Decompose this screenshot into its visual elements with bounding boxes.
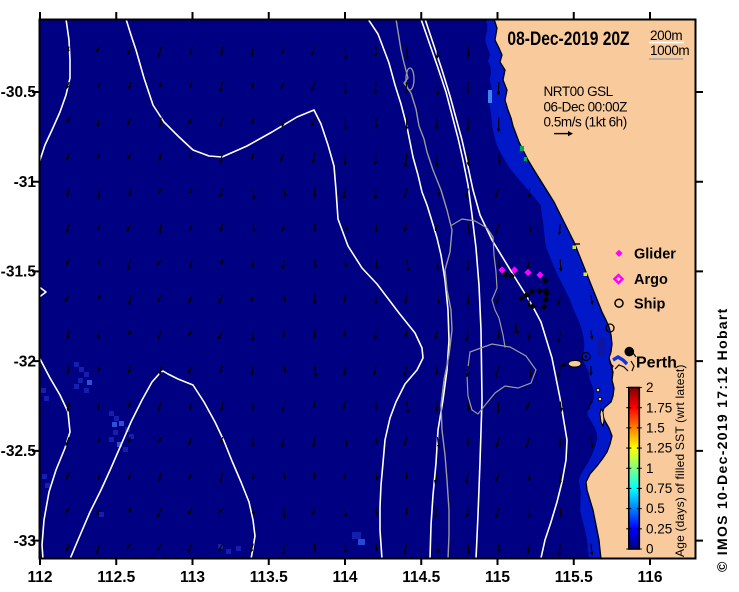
svg-text:0.5m/s (1kt 6h): 0.5m/s (1kt 6h)	[544, 115, 627, 130]
svg-text:115: 115	[485, 569, 510, 586]
svg-text:113: 113	[180, 569, 205, 586]
svg-text:Perth: Perth	[636, 354, 677, 371]
svg-text:113.5: 113.5	[250, 569, 288, 586]
svg-text:1.75: 1.75	[646, 400, 672, 415]
svg-text:116: 116	[637, 569, 662, 586]
svg-text:-31.5: -31.5	[1, 264, 37, 281]
svg-text:Ship: Ship	[634, 296, 666, 312]
svg-text:1: 1	[646, 461, 654, 476]
svg-text:Glider: Glider	[634, 246, 676, 262]
svg-text:-30.5: -30.5	[1, 84, 37, 101]
svg-text:0.75: 0.75	[646, 481, 672, 496]
svg-text:08-Dec-2019 20Z: 08-Dec-2019 20Z	[507, 27, 629, 49]
svg-text:112: 112	[27, 569, 52, 586]
svg-text:© IMOS 10-Dec-2019 17:12 Hobar: © IMOS 10-Dec-2019 17:12 Hobart	[714, 307, 730, 572]
svg-text:2: 2	[646, 380, 654, 395]
svg-text:114.5: 114.5	[402, 569, 440, 586]
svg-text:114: 114	[332, 569, 357, 586]
svg-text:06-Dec 00:00Z: 06-Dec 00:00Z	[544, 99, 628, 114]
svg-text:200m: 200m	[650, 28, 682, 43]
svg-text:1.5: 1.5	[646, 420, 665, 435]
svg-text:112.5: 112.5	[97, 569, 135, 586]
svg-text:1.25: 1.25	[646, 441, 672, 456]
svg-text:Argo: Argo	[634, 272, 668, 288]
svg-text:-33: -33	[14, 533, 37, 550]
svg-text:-32.5: -32.5	[1, 443, 37, 460]
svg-text:0.25: 0.25	[646, 521, 672, 536]
svg-text:-32: -32	[14, 353, 36, 370]
svg-text:-31: -31	[14, 174, 37, 191]
svg-text:1000m: 1000m	[650, 43, 689, 58]
svg-text:0.5: 0.5	[646, 501, 665, 516]
svg-text:Age (days) of filled SST (wrt: Age (days) of filled SST (wrt latest)	[673, 364, 687, 557]
svg-text:115.5: 115.5	[555, 569, 593, 586]
svg-text:NRT00 GSL: NRT00 GSL	[544, 84, 614, 99]
svg-text:0: 0	[646, 542, 654, 557]
